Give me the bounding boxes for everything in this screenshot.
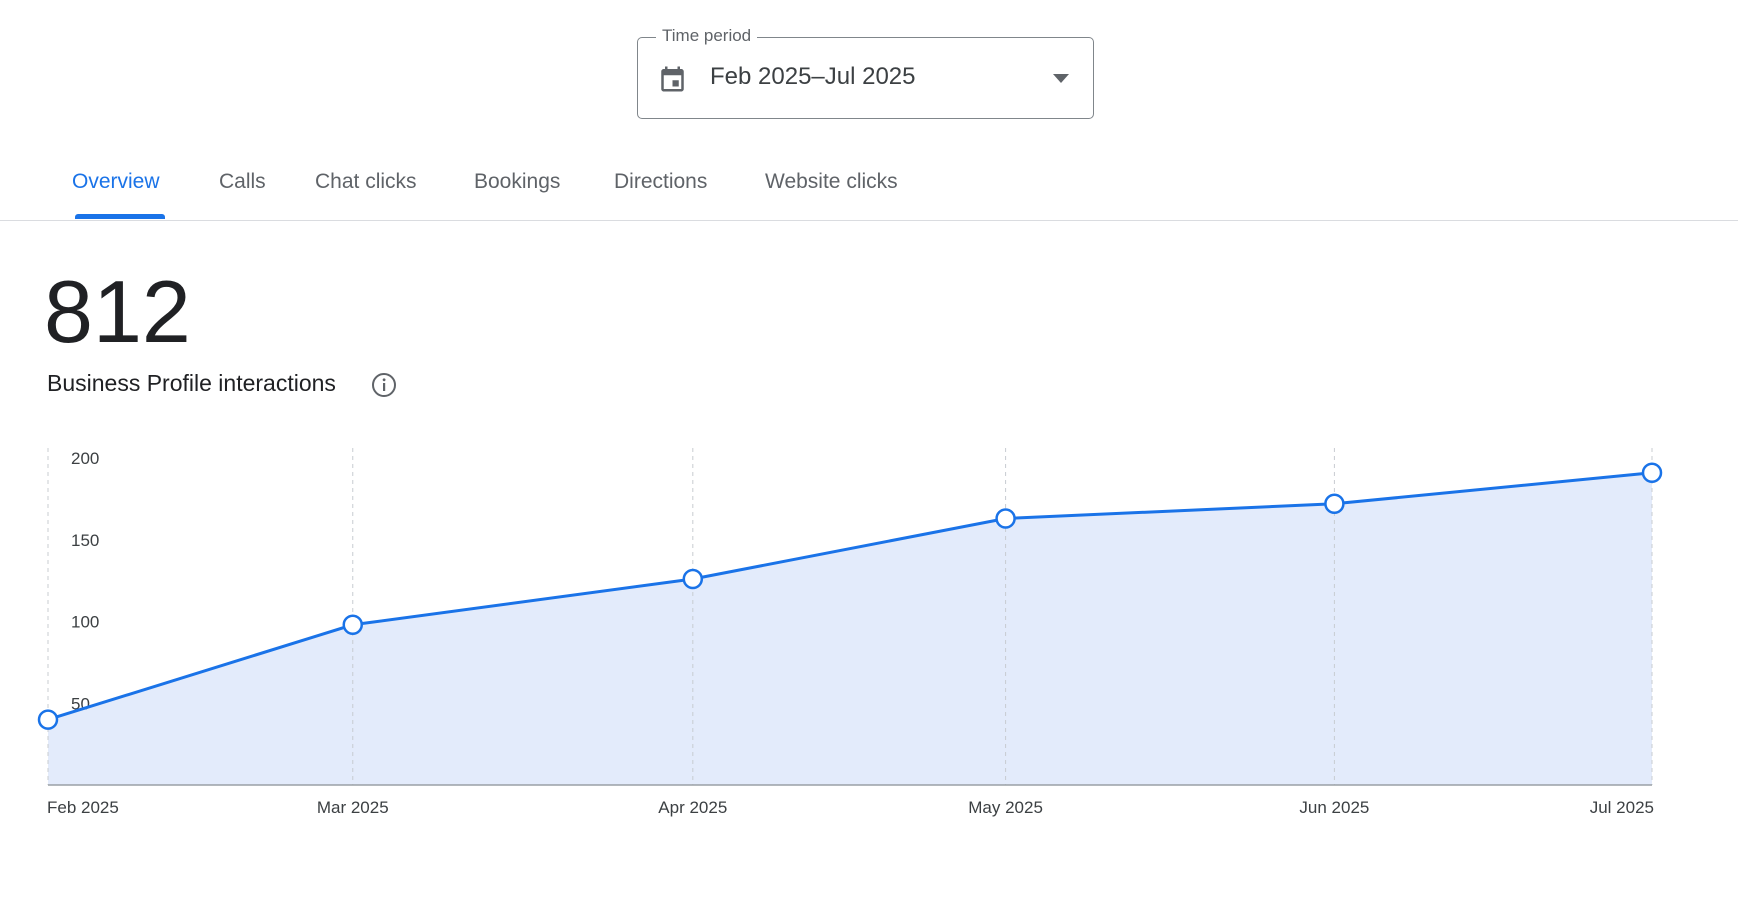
metric-label: Business Profile interactions bbox=[47, 370, 336, 396]
y-tick-label: 100 bbox=[71, 613, 99, 632]
info-icon[interactable] bbox=[371, 372, 397, 398]
y-tick-label: 150 bbox=[71, 531, 99, 550]
tab-chat-clicks[interactable]: Chat clicks bbox=[315, 170, 417, 193]
x-tick-label: May 2025 bbox=[968, 798, 1043, 817]
tab-bar: Overview Calls Chat clicks Bookings Dire… bbox=[0, 158, 1738, 221]
time-period-label: Time period bbox=[656, 26, 758, 46]
data-point bbox=[37, 709, 59, 730]
x-tick-label: Jul 2025 bbox=[1590, 798, 1654, 817]
x-tick-label: Feb 2025 bbox=[47, 798, 119, 817]
x-tick-label: Mar 2025 bbox=[317, 798, 389, 817]
data-point bbox=[682, 568, 704, 590]
tab-calls[interactable]: Calls bbox=[219, 170, 266, 193]
tab-overview[interactable]: Overview bbox=[72, 170, 160, 193]
tab-bookings[interactable]: Bookings bbox=[474, 170, 561, 193]
active-tab-indicator bbox=[75, 214, 165, 219]
y-tick-label: 200 bbox=[71, 449, 99, 468]
chart-area-fill bbox=[48, 472, 1652, 785]
x-tick-label: Jun 2025 bbox=[1299, 798, 1369, 817]
caret-down-icon bbox=[1053, 74, 1069, 83]
time-period-select[interactable]: Time period Feb 2025–Jul 2025 bbox=[637, 26, 1094, 119]
data-point bbox=[995, 508, 1016, 529]
data-point bbox=[1641, 462, 1663, 483]
calendar-icon bbox=[661, 66, 684, 92]
series-line bbox=[47, 471, 1653, 722]
metric-value: 812 bbox=[44, 262, 191, 361]
tab-directions[interactable]: Directions bbox=[614, 170, 708, 193]
tab-website-clicks[interactable]: Website clicks bbox=[765, 170, 898, 193]
data-point bbox=[1324, 493, 1345, 515]
time-period-value: Feb 2025–Jul 2025 bbox=[710, 63, 916, 90]
data-point bbox=[342, 614, 364, 636]
x-tick-label: Apr 2025 bbox=[658, 798, 727, 817]
